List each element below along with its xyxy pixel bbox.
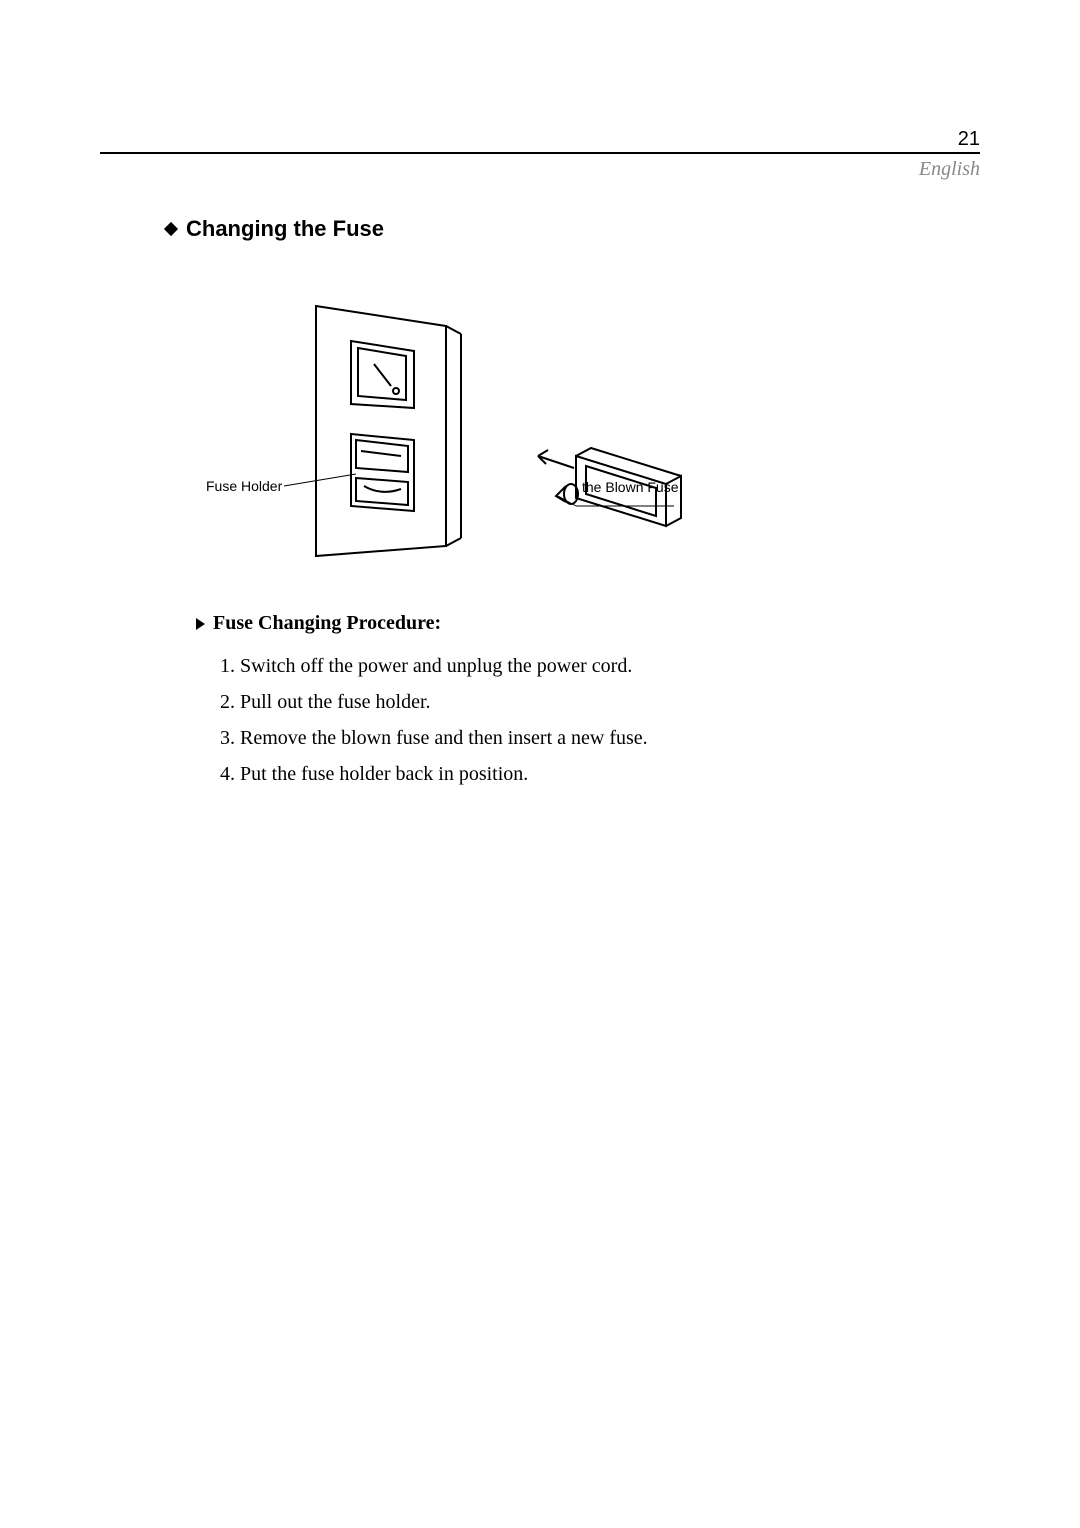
subsection-heading: Fuse Changing Procedure: bbox=[196, 612, 441, 635]
header-rule bbox=[100, 152, 980, 154]
page-header: 21 bbox=[958, 128, 980, 155]
procedure-step: 3. Remove the blown fuse and then insert… bbox=[220, 722, 648, 754]
procedure-list: 1. Switch off the power and unplug the p… bbox=[220, 650, 648, 794]
language-label: English bbox=[919, 158, 980, 181]
section-title: Changing the Fuse bbox=[186, 216, 384, 242]
procedure-step: 4. Put the fuse holder back in position. bbox=[220, 758, 648, 790]
triangle-bullet-icon bbox=[196, 618, 205, 630]
procedure-step: 1. Switch off the power and unplug the p… bbox=[220, 650, 648, 682]
figure-fuse-diagram: Fuse Holder the Blown Fuse bbox=[206, 296, 806, 576]
diamond-bullet-icon bbox=[164, 222, 178, 236]
page-number: 21 bbox=[958, 128, 980, 151]
label-fuse-holder: Fuse Holder bbox=[206, 478, 282, 494]
fuse-diagram-svg bbox=[206, 296, 806, 576]
section-heading: Changing the Fuse bbox=[166, 216, 384, 242]
label-blown-fuse: the Blown Fuse bbox=[582, 479, 679, 495]
subsection-title: Fuse Changing Procedure: bbox=[213, 612, 441, 635]
procedure-step: 2. Pull out the fuse holder. bbox=[220, 686, 648, 718]
